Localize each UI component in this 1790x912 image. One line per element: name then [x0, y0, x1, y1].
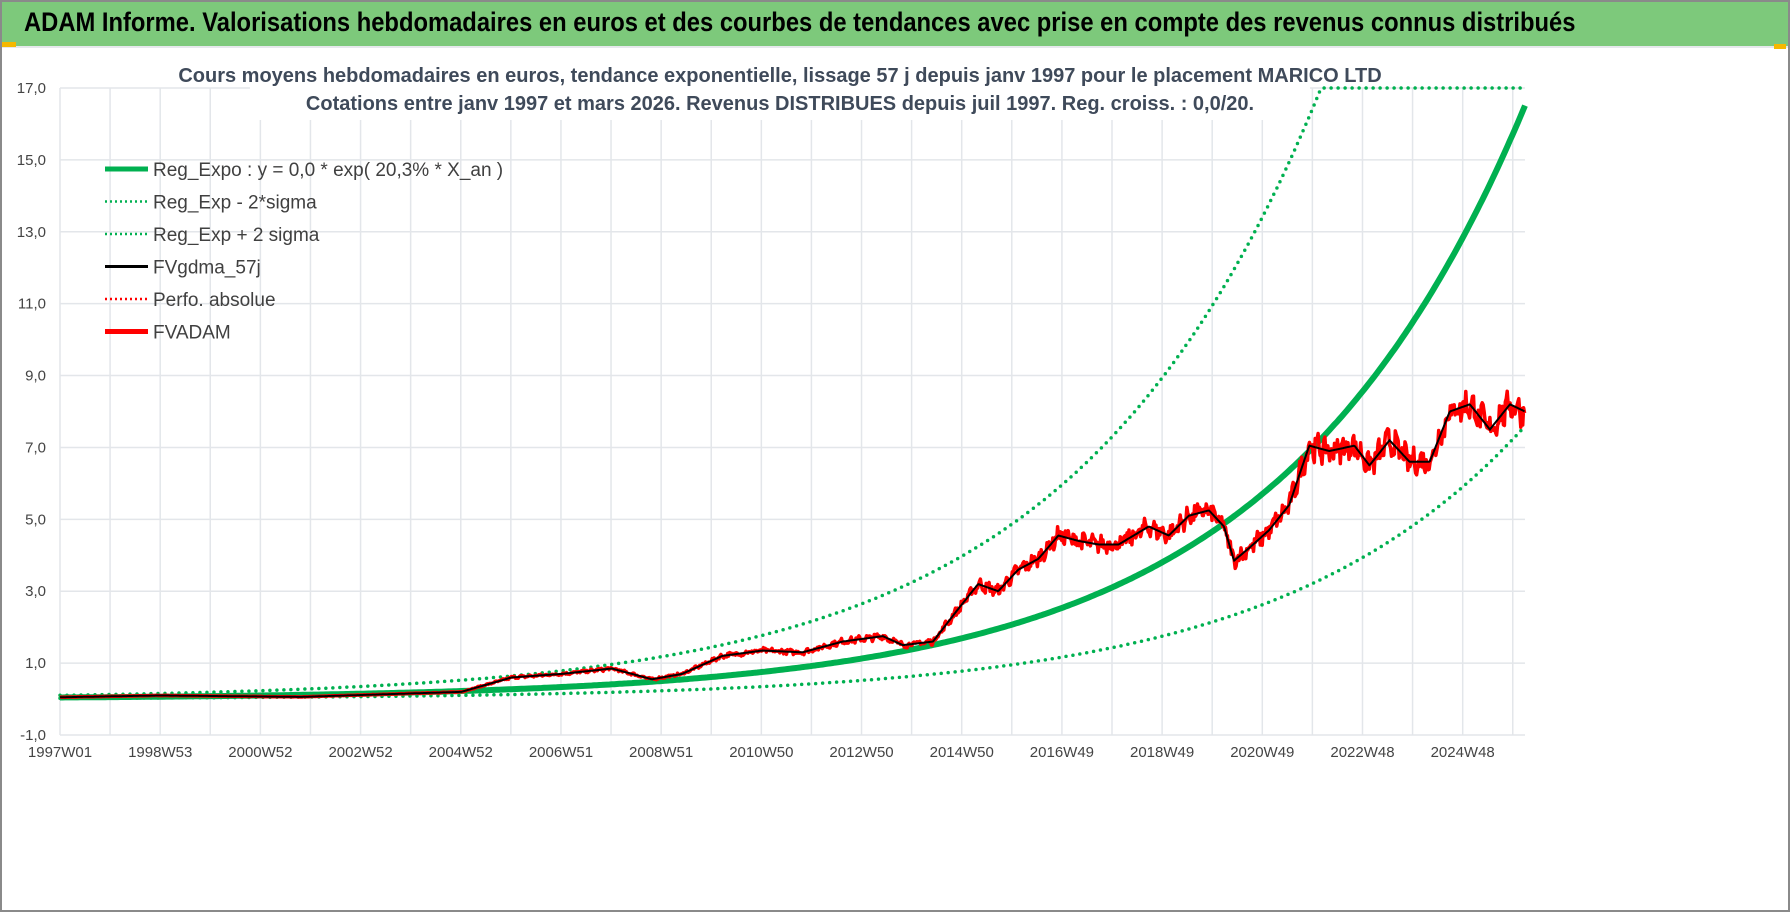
x-tick-label: 2010W50 — [729, 744, 793, 761]
y-tick-label: 1,0 — [25, 655, 46, 672]
y-tick-label: 5,0 — [25, 511, 46, 528]
chart-subtitle: Cotations entre janv 1997 et mars 2026. … — [306, 93, 1254, 115]
accent-mark-left — [2, 42, 16, 47]
grid — [59, 87, 1525, 736]
x-tick-label: 2002W52 — [328, 744, 392, 761]
x-tick-label: 2004W52 — [429, 744, 493, 761]
y-tick-label: -1,0 — [20, 727, 46, 744]
legend-item-label: Reg_Exp + 2 sigma — [153, 225, 320, 246]
y-tick-label: 11,0 — [18, 296, 46, 313]
chart-title: Cours moyens hebdomadaires en euros, ten… — [178, 65, 1381, 87]
x-axis: 1997W01 1998W53 2000W52 2002W52 2004W52 2006W… — [28, 744, 1495, 761]
x-tick-label: 2016W49 — [1030, 744, 1094, 761]
x-tick-label: 2006W51 — [529, 744, 593, 761]
x-tick-label: 2018W49 — [1130, 744, 1194, 761]
legend-item-label: Reg_Expo : y = 0,0 * exp( 20,3% * X_an ) — [153, 160, 503, 181]
y-tick-label: 17,0 — [17, 80, 46, 97]
y-tick-label: 13,0 — [17, 224, 46, 241]
legend-item-label: Reg_Exp - 2*sigma — [153, 193, 317, 214]
series-reg-exp-plus-2sigma — [58, 86, 1527, 698]
x-tick-label: 1998W53 — [128, 744, 192, 761]
legend-item-label: FVADAM — [153, 323, 231, 344]
accent-mark-right — [1774, 44, 1786, 49]
y-tick-label: 7,0 — [25, 439, 46, 456]
series-group — [58, 86, 1528, 701]
y-tick-label: 15,0 — [17, 152, 46, 169]
x-tick-label: 2012W50 — [829, 744, 893, 761]
x-tick-label: 1997W01 — [28, 744, 92, 761]
legend-item-label: Perfo. absolue — [153, 290, 276, 311]
x-tick-label: 2024W48 — [1431, 744, 1495, 761]
legend-item-label: FVgdma_57j — [153, 258, 261, 279]
y-tick-label: 3,0 — [25, 583, 46, 600]
x-tick-label: 2020W49 — [1230, 744, 1294, 761]
series-reg-expo — [60, 104, 1528, 701]
x-tick-label: 2014W50 — [930, 744, 994, 761]
report-header: ADAM Informe. Valorisations hebdomadaire… — [2, 2, 1788, 48]
x-tick-label: 2008W51 — [629, 744, 693, 761]
y-axis: -1,0 1,0 3,0 5,0 7,0 9,0 11,0 13,0 15,0 17,0 — [17, 80, 46, 744]
y-tick-label: 9,0 — [25, 368, 46, 385]
report-title: ADAM Informe. Valorisations hebdomadaire… — [24, 7, 1576, 37]
x-tick-label: 2022W48 — [1330, 744, 1394, 761]
series-fvgdma-57j — [59, 403, 1525, 699]
legend: Reg_Expo : y = 0,0 * exp( 20,3% * X_an )… — [105, 160, 503, 344]
x-tick-label: 2000W52 — [228, 744, 292, 761]
title-background — [250, 58, 1310, 120]
